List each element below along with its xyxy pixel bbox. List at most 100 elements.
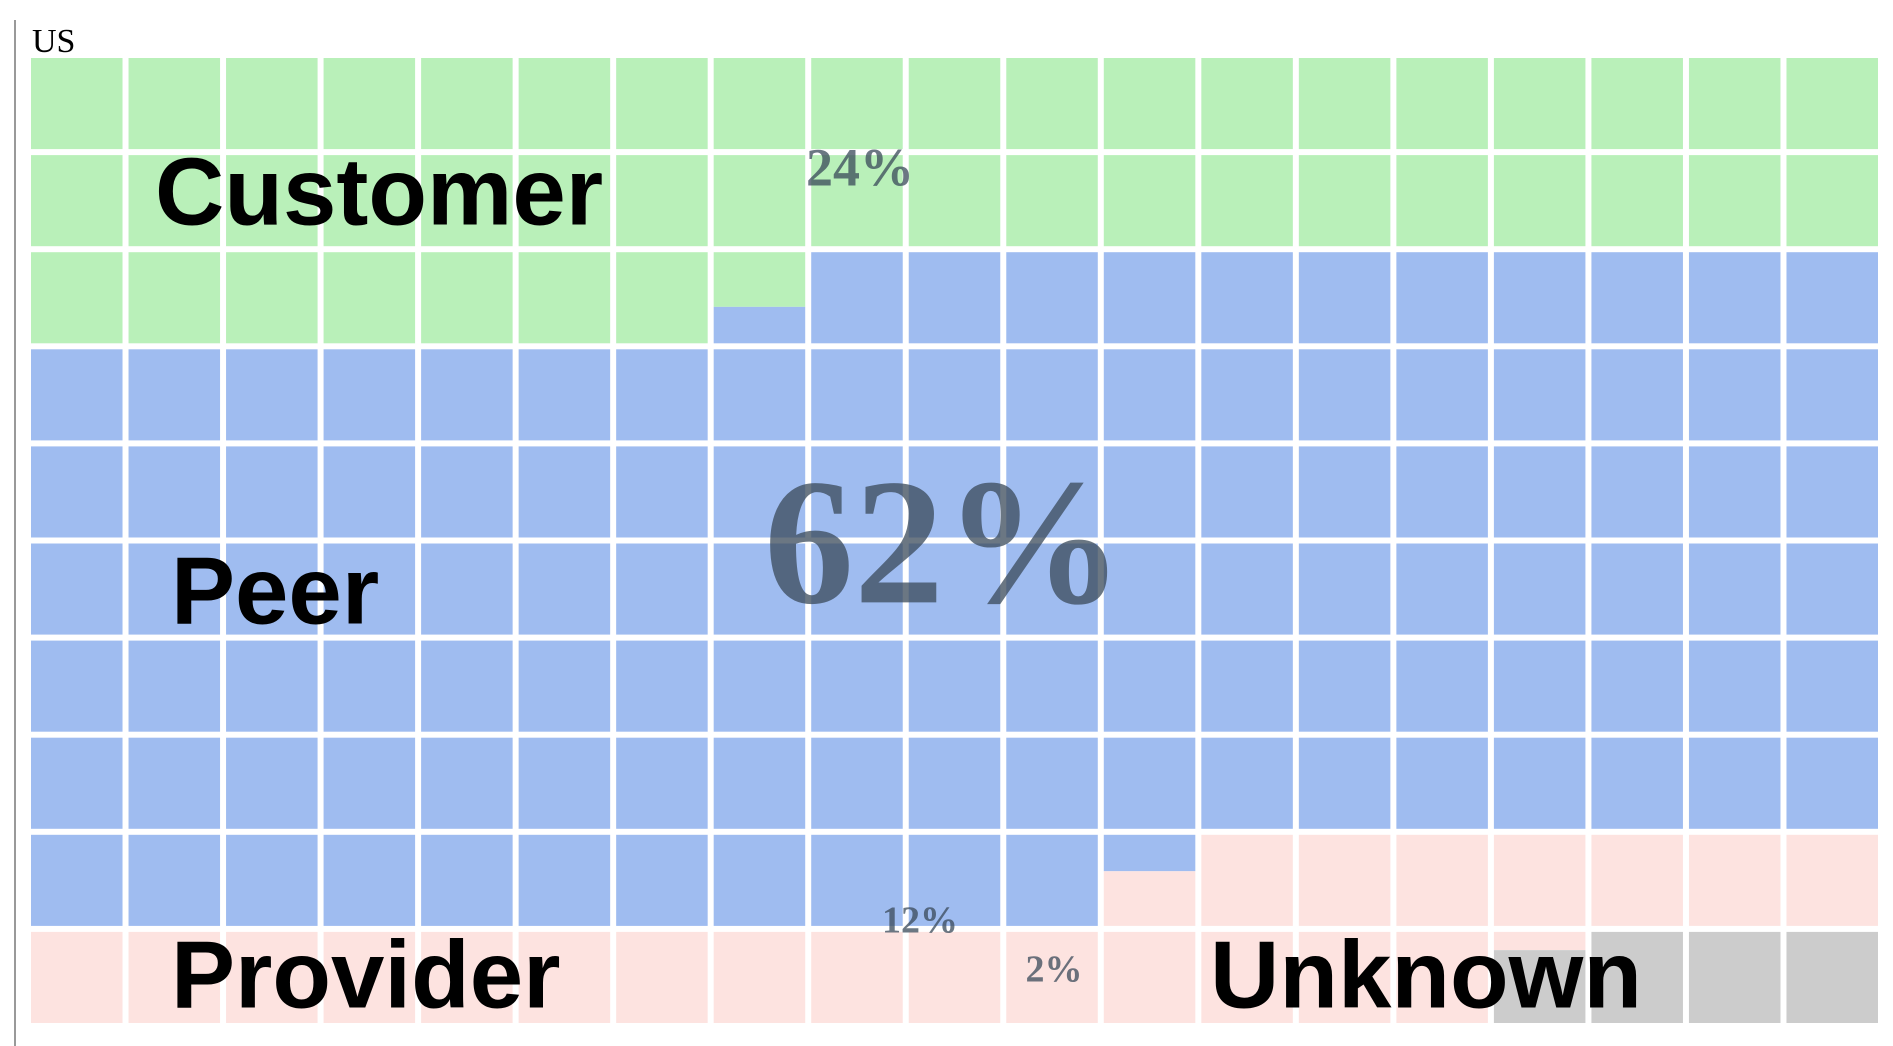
waffle-cell bbox=[31, 58, 123, 150]
waffle-cell bbox=[323, 446, 416, 538]
waffle-cell bbox=[518, 931, 611, 1023]
waffle-cell bbox=[1103, 871, 1196, 926]
waffle-cell bbox=[616, 543, 708, 635]
waffle-grid bbox=[31, 58, 1878, 1023]
category-label: Provider bbox=[171, 921, 560, 1028]
waffle-cell bbox=[226, 737, 318, 829]
value-label: 24% bbox=[806, 137, 914, 197]
waffle-cell bbox=[1786, 834, 1878, 926]
waffle-cell bbox=[616, 834, 708, 926]
waffle-cell bbox=[1591, 543, 1683, 635]
waffle-cell bbox=[1688, 252, 1781, 344]
waffle-cell bbox=[1396, 737, 1488, 829]
waffle-cell bbox=[226, 252, 318, 344]
waffle-cell bbox=[908, 446, 1001, 538]
waffle-cell bbox=[616, 640, 708, 732]
waffle-cell bbox=[1006, 931, 1098, 1023]
waffle-cell bbox=[713, 349, 806, 441]
waffle-cell bbox=[226, 58, 318, 150]
waffle-cell bbox=[1103, 349, 1196, 441]
waffle-cell bbox=[421, 252, 513, 344]
waffle-cell bbox=[31, 252, 123, 344]
waffle-cell bbox=[128, 640, 221, 732]
waffle-cell bbox=[1396, 834, 1488, 926]
waffle-cell bbox=[323, 640, 416, 732]
waffle-cell bbox=[811, 155, 903, 247]
waffle-cell bbox=[1786, 543, 1878, 635]
waffle-cell bbox=[421, 349, 513, 441]
value-label: 2% bbox=[1026, 949, 1083, 991]
category-label: Peer bbox=[171, 537, 379, 644]
waffle-cell bbox=[1396, 155, 1488, 247]
waffle-cell bbox=[1591, 349, 1683, 441]
waffle-cell bbox=[323, 155, 416, 247]
waffle-cell bbox=[713, 58, 806, 150]
waffle-cell bbox=[616, 349, 708, 441]
waffle-cell bbox=[421, 543, 513, 635]
waffle-cell bbox=[908, 252, 1001, 344]
waffle-cell bbox=[1103, 834, 1196, 872]
waffle-cell bbox=[1298, 155, 1391, 247]
waffle-cell bbox=[128, 446, 221, 538]
waffle-cell bbox=[1298, 640, 1391, 732]
waffle-cell bbox=[1493, 349, 1586, 441]
waffle-cell bbox=[1103, 543, 1196, 635]
waffle-cell bbox=[908, 155, 1001, 247]
waffle-cell bbox=[811, 834, 903, 926]
waffle-cell bbox=[31, 155, 123, 247]
category-label: Unknown bbox=[1210, 921, 1642, 1028]
waffle-cell bbox=[1396, 931, 1488, 1023]
waffle-cell bbox=[713, 252, 806, 307]
waffle-cell bbox=[128, 155, 221, 247]
waffle-cell bbox=[1298, 834, 1391, 926]
waffle-cell bbox=[616, 446, 708, 538]
waffle-cell bbox=[908, 737, 1001, 829]
waffle-cell bbox=[1201, 349, 1293, 441]
waffle-cell bbox=[226, 543, 318, 635]
waffle-cell bbox=[1786, 252, 1878, 344]
waffle-cell bbox=[1396, 543, 1488, 635]
waffle-cell bbox=[226, 446, 318, 538]
waffle-cell bbox=[616, 155, 708, 247]
waffle-cell bbox=[713, 306, 806, 344]
waffle-cell bbox=[1493, 640, 1586, 732]
waffle-cell bbox=[1786, 349, 1878, 441]
waffle-cell bbox=[1298, 543, 1391, 635]
waffle-cell bbox=[1103, 252, 1196, 344]
value-label: 12% bbox=[882, 900, 958, 942]
waffle-cell bbox=[1493, 155, 1586, 247]
waffle-cell bbox=[1298, 737, 1391, 829]
waffle-cell bbox=[713, 155, 806, 247]
waffle-cell bbox=[1688, 58, 1781, 150]
waffle-cell bbox=[518, 834, 611, 926]
waffle-cell bbox=[1298, 931, 1391, 1023]
waffle-cell bbox=[518, 58, 611, 150]
waffle-cell bbox=[1201, 543, 1293, 635]
waffle-cell bbox=[518, 252, 611, 344]
waffle-cell bbox=[908, 931, 1001, 1023]
waffle-cell bbox=[1298, 252, 1391, 344]
waffle-cell bbox=[713, 640, 806, 732]
waffle-cell bbox=[518, 640, 611, 732]
waffle-cell bbox=[31, 737, 123, 829]
waffle-cell bbox=[421, 737, 513, 829]
waffle-cell bbox=[1103, 737, 1196, 829]
waffle-cell bbox=[128, 737, 221, 829]
waffle-cell bbox=[1006, 58, 1098, 150]
waffle-cell bbox=[713, 737, 806, 829]
waffle-cell bbox=[421, 931, 513, 1023]
waffle-cell bbox=[1688, 543, 1781, 635]
waffle-cell bbox=[1006, 155, 1098, 247]
waffle-cell bbox=[616, 58, 708, 150]
waffle-cell bbox=[518, 446, 611, 538]
waffle-cell bbox=[128, 834, 221, 926]
waffle-cell bbox=[226, 349, 318, 441]
waffle-cell bbox=[1298, 349, 1391, 441]
waffle-cell bbox=[421, 640, 513, 732]
waffle-cell bbox=[226, 931, 318, 1023]
waffle-cell bbox=[1201, 931, 1293, 1023]
waffle-cell bbox=[1688, 446, 1781, 538]
waffle-cell bbox=[518, 543, 611, 635]
waffle-cell bbox=[616, 931, 708, 1023]
